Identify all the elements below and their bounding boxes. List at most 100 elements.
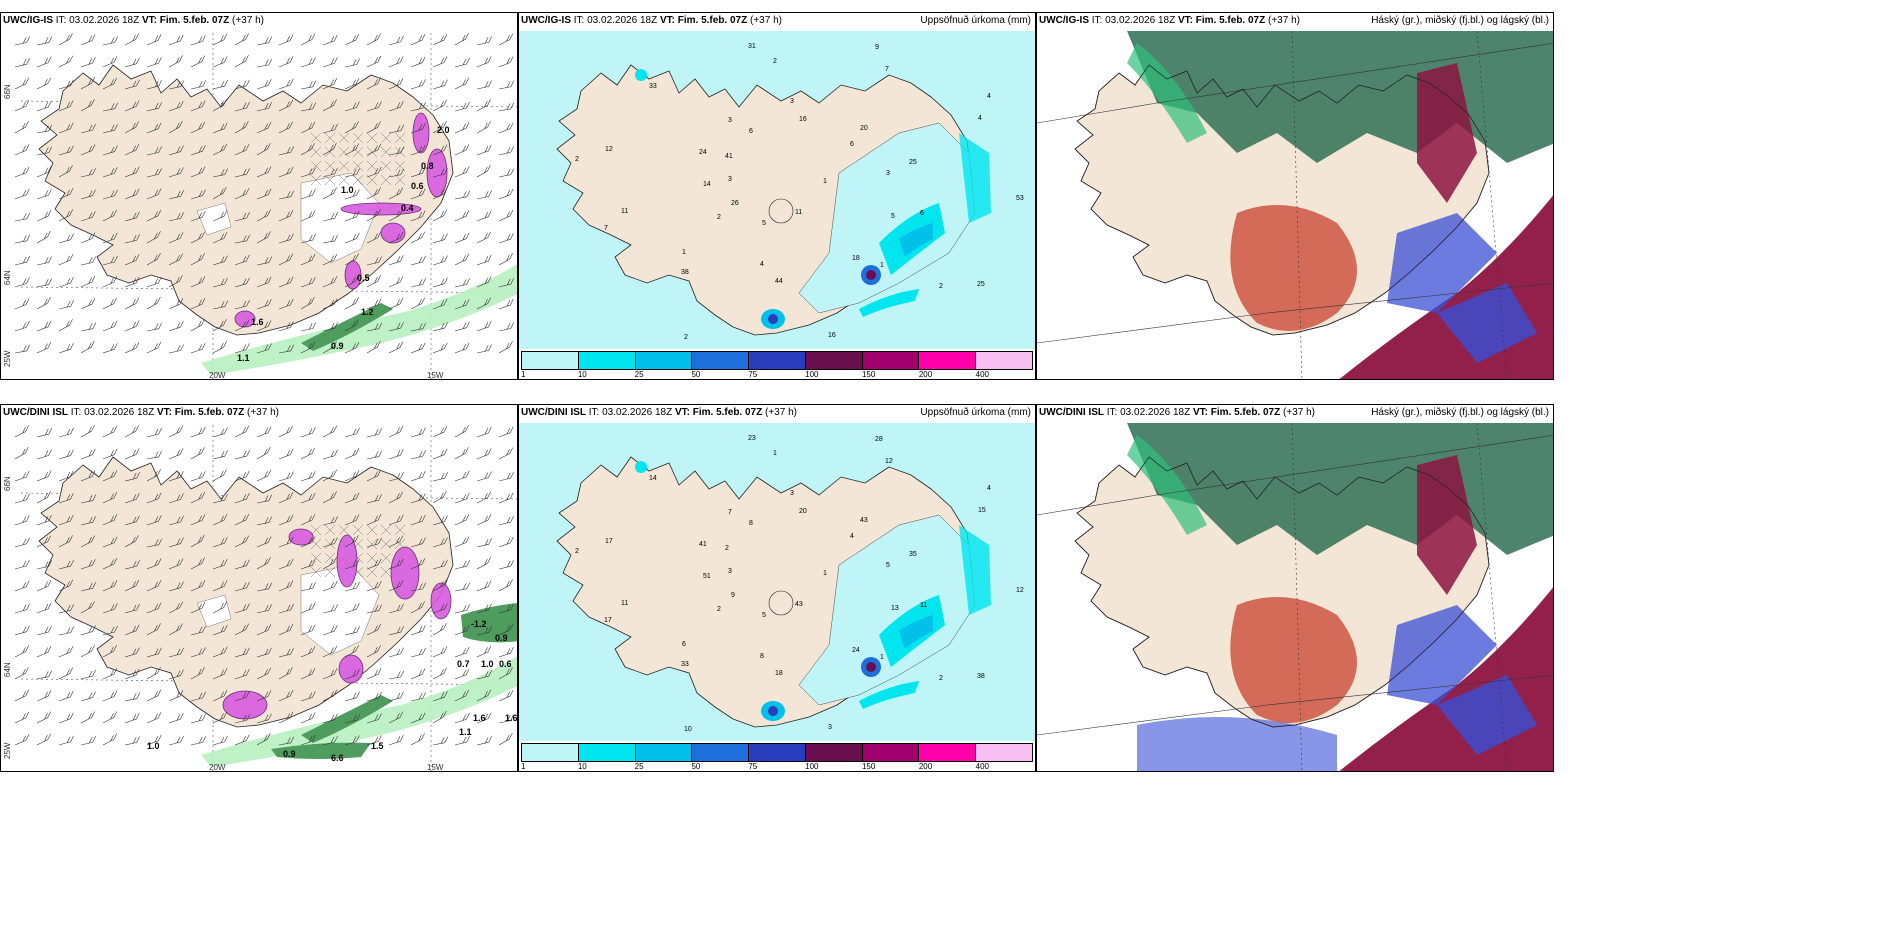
graticule-line xyxy=(1156,434,1553,496)
wind-barb xyxy=(366,256,382,266)
wind-barb xyxy=(190,625,206,636)
wind-barb xyxy=(124,736,140,746)
wind-barb xyxy=(124,579,140,592)
wind-barb xyxy=(388,670,405,680)
graticule-line xyxy=(1037,704,1268,736)
wind-barb xyxy=(212,56,228,68)
wind-barb xyxy=(432,490,447,504)
wind-barb xyxy=(366,735,382,746)
wind-barb xyxy=(300,121,316,134)
wind-barb xyxy=(58,535,73,548)
precip-value-label: 24 xyxy=(699,149,707,156)
lat-label-64: 64N xyxy=(3,662,12,677)
precip-value-label: 9 xyxy=(875,44,879,51)
panel-precip-dini: UWC/DINI ISL IT: 03.02.2026 18Z VT: Fim.… xyxy=(518,404,1036,772)
wind-barb xyxy=(146,146,162,156)
wind-barb xyxy=(168,232,184,244)
wind-map: 0.9 1.1 1.2 0.8 0.6 0.4 1.0 2.0 1.6 0.5 xyxy=(14,32,517,379)
wind-barb xyxy=(476,36,492,46)
wind-barb xyxy=(212,601,227,614)
precip-value-label: 4 xyxy=(987,485,991,492)
wind-barb xyxy=(410,123,426,134)
precip-value-label: 16 xyxy=(799,116,807,123)
wind-barb xyxy=(36,470,52,482)
wind-barb xyxy=(58,712,74,724)
wind-barb xyxy=(410,647,426,658)
wind-barb xyxy=(278,233,294,244)
wind-barb xyxy=(344,33,360,46)
precip-value-label: 7 xyxy=(885,66,889,73)
wind-barb xyxy=(256,667,272,680)
wind-barb xyxy=(278,56,294,68)
wind-barb xyxy=(300,233,316,244)
cloud-high-layer xyxy=(1230,597,1357,723)
wind-barb xyxy=(278,190,295,200)
wind-barb xyxy=(410,278,426,288)
wind-barb xyxy=(80,559,96,570)
legend-ticks: 1 10 25 50 75 100 150 200 400 xyxy=(521,762,1033,771)
wind-barb xyxy=(322,557,337,570)
wind-barb xyxy=(322,645,338,658)
wind-barb xyxy=(146,492,162,504)
wind-barb xyxy=(454,604,470,614)
wind-barb xyxy=(58,209,73,222)
wind-barb xyxy=(454,232,470,244)
graticule-line xyxy=(1037,102,1158,124)
wind-barb xyxy=(102,645,117,658)
wind-barb xyxy=(300,167,316,178)
wind-barb xyxy=(14,425,29,438)
wind-barb xyxy=(124,57,140,68)
wind-barb xyxy=(498,146,514,156)
legend-swatch-25 xyxy=(635,352,693,369)
precip-value-label: 1 xyxy=(682,249,686,256)
wind-barb xyxy=(234,234,251,244)
wind-barb xyxy=(212,186,227,200)
precip-value-label: 38 xyxy=(977,673,985,680)
panel-cloud-dini: UWC/DINI ISL IT: 03.02.2026 18Z VT: Fim.… xyxy=(1036,404,1554,772)
wind-barb xyxy=(366,428,382,438)
wind-barb xyxy=(432,623,447,636)
wind-barb xyxy=(498,340,513,354)
wind-barb xyxy=(256,446,271,460)
wind-barb xyxy=(388,276,404,288)
wind-value-label: 6.6 xyxy=(331,753,344,763)
wind-barb xyxy=(432,33,448,46)
precip-zone xyxy=(859,289,919,317)
wind-barb xyxy=(146,667,161,680)
wind-barb xyxy=(146,689,162,702)
wind-barb xyxy=(80,601,95,614)
valid-time: VT: Fim. 5.feb. 07Z xyxy=(1177,15,1266,26)
wind-barb xyxy=(432,56,448,68)
wind-barb xyxy=(14,711,30,724)
wind-barb xyxy=(410,210,426,222)
hatch-mark xyxy=(380,132,392,144)
lon-label-15: 15W xyxy=(427,763,444,772)
cloud-mid-layer xyxy=(1387,213,1497,313)
lon-label-15: 15W xyxy=(427,371,444,380)
wind-barb xyxy=(58,319,73,332)
wind-barb xyxy=(410,470,426,482)
wind-barb xyxy=(278,209,294,222)
wind-barb xyxy=(344,168,360,178)
wind-barb xyxy=(498,322,514,332)
wind-barb xyxy=(344,121,359,134)
wind-barb xyxy=(454,514,470,526)
wind-barb xyxy=(102,491,118,504)
wind-barb xyxy=(498,714,514,724)
precip-value-label: 5 xyxy=(886,562,890,569)
precip-value-label: 13 xyxy=(891,605,899,612)
legend-swatch-400 xyxy=(976,744,1033,761)
wind-barb xyxy=(124,276,140,288)
wind-barb xyxy=(102,425,118,438)
precip-value-label: 38 xyxy=(681,269,689,276)
wind-barb xyxy=(102,297,118,310)
wind-barb xyxy=(80,448,96,460)
wind-barb xyxy=(102,167,118,178)
precip-core xyxy=(635,69,647,81)
wind-barb xyxy=(212,558,228,570)
wind-barb xyxy=(124,493,140,504)
wind-barb xyxy=(278,690,294,702)
wind-barb xyxy=(366,713,382,724)
precip-value-label: 4 xyxy=(978,115,982,122)
lon-label-25: 25W xyxy=(3,350,12,367)
